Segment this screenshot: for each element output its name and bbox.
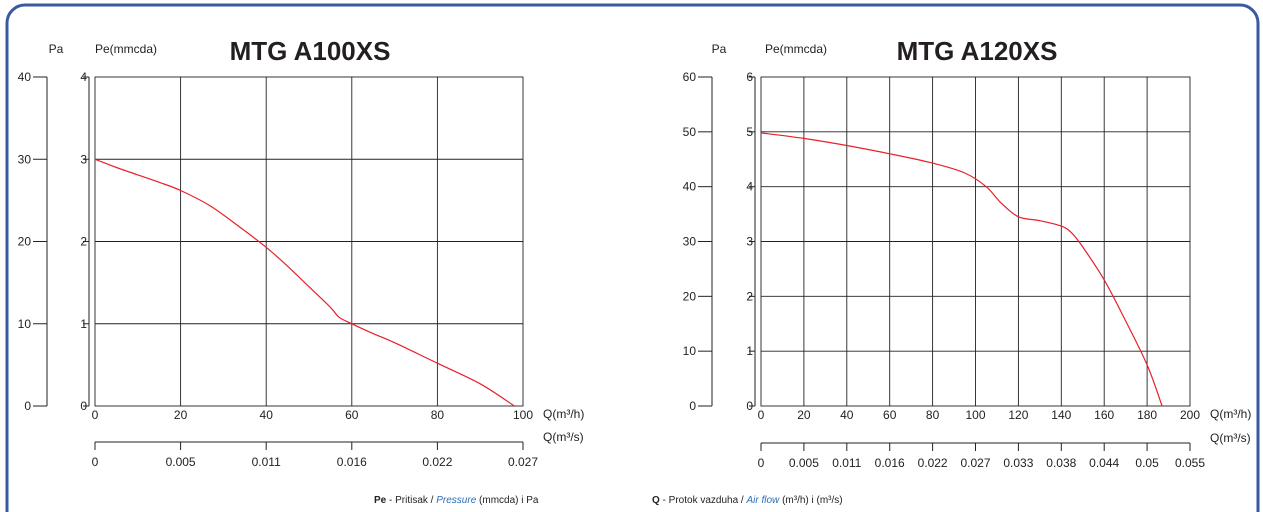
frame-border: [5, 3, 1260, 512]
x2-tick-label: 0.005: [166, 455, 196, 469]
x2-tick-label: 0.055: [1175, 456, 1205, 470]
chart-title: MTG A120XS: [897, 36, 1058, 66]
legend-pe-italic: Pressure: [436, 495, 476, 506]
legend-q-italic: Air flow: [746, 495, 781, 506]
legend-q-key: Q: [652, 495, 660, 506]
x-tick-label: 160: [1094, 408, 1114, 422]
x2-tick-label: 0.033: [1003, 456, 1033, 470]
pa-tick-label: 30: [18, 152, 32, 166]
pe-tick-label: 6: [746, 70, 753, 84]
x2-tick-label: 0.022: [422, 455, 452, 469]
x2-tick-label: 0.027: [508, 455, 538, 469]
legend: Pe - Pritisak / Pressure (mmcda) i Pa Q …: [374, 495, 843, 506]
pa-tick-label: 20: [683, 289, 697, 303]
pe-tick-label: 2: [746, 289, 753, 303]
pe-tick-label: 1: [80, 317, 87, 331]
pa-tick-label: 0: [24, 399, 31, 413]
legend-pe-key: Pe: [374, 495, 387, 506]
pa-tick-label: 60: [683, 70, 697, 84]
x-tick-label: 180: [1137, 408, 1157, 422]
x-tick-label: 100: [513, 408, 533, 422]
pa-tick-label: 40: [18, 70, 32, 84]
x-tick-label: 40: [260, 408, 274, 422]
legend-q-text2: (m³/h) i (m³/s): [779, 495, 842, 506]
x-tick-label: 60: [345, 408, 359, 422]
legend-q-text1: - Protok vazduha /: [660, 495, 747, 506]
x-axis-label: Q(m³/h): [1210, 407, 1251, 421]
pa-tick-label: 10: [683, 344, 697, 358]
x-tick-label: 60: [883, 408, 897, 422]
x-tick-label: 0: [758, 408, 765, 422]
x-tick-label: 80: [926, 408, 940, 422]
pe-tick-label: 5: [746, 125, 753, 139]
x-tick-label: 200: [1180, 408, 1200, 422]
performance-curve: [760, 132, 1163, 407]
performance-curve: [94, 158, 515, 407]
pa-axis-label: Pa: [712, 42, 727, 56]
pa-axis-label: Pa: [49, 42, 64, 56]
x-tick-label: 0: [92, 408, 99, 422]
pe-tick-label: 3: [80, 152, 87, 166]
pe-tick-label: 1: [746, 344, 753, 358]
x2-tick-label: 0: [92, 455, 99, 469]
pa-tick-label: 20: [18, 235, 32, 249]
x2-tick-label: 0.05: [1135, 456, 1159, 470]
x-tick-label: 120: [1008, 408, 1028, 422]
x2-axis-label: Q(m³/s): [1210, 431, 1251, 445]
x2-axis-label: Q(m³/s): [543, 430, 584, 444]
pe-tick-label: 0: [746, 399, 753, 413]
chart-title: MTG A100XS: [230, 36, 391, 66]
x-tick-label: 40: [840, 408, 854, 422]
pe-tick-label: 2: [80, 235, 87, 249]
pa-tick-label: 50: [683, 125, 697, 139]
legend-pressure: Pe - Pritisak / Pressure (mmcda) i Pa: [374, 495, 539, 506]
pa-tick-label: 40: [683, 180, 697, 194]
x-tick-label: 20: [797, 408, 811, 422]
x-axis-label: Q(m³/h): [543, 407, 584, 421]
pe-tick-label: 4: [80, 70, 87, 84]
x2-tick-label: 0.016: [337, 455, 367, 469]
pe-tick-label: 3: [746, 235, 753, 249]
x-tick-label: 20: [174, 408, 188, 422]
x-tick-label: 80: [431, 408, 445, 422]
pe-tick-label: 0: [80, 399, 87, 413]
pa-tick-label: 10: [18, 317, 32, 331]
x2-tick-label: 0.011: [832, 456, 861, 470]
x-tick-label: 140: [1051, 408, 1071, 422]
pa-tick-label: 30: [683, 235, 697, 249]
pe-axis-label: Pe(mmcda): [765, 42, 827, 56]
x2-tick-label: 0.016: [875, 456, 905, 470]
x2-tick-label: 0.022: [918, 456, 948, 470]
pe-tick-label: 4: [746, 180, 753, 194]
x2-tick-label: 0.027: [960, 456, 990, 470]
pa-tick-label: 0: [689, 399, 696, 413]
legend-pe-text2: (mmcda) i Pa: [476, 495, 539, 506]
x2-tick-label: 0.038: [1046, 456, 1076, 470]
x2-tick-label: 0: [758, 456, 765, 470]
legend-pe-text1: - Pritisak /: [386, 495, 436, 506]
legend-airflow: Q - Protok vazduha / Air flow (m³/h) i (…: [652, 495, 843, 506]
x2-tick-label: 0.044: [1089, 456, 1119, 470]
x2-tick-label: 0.011: [252, 455, 281, 469]
pe-axis-label: Pe(mmcda): [95, 42, 157, 56]
x-tick-label: 100: [965, 408, 985, 422]
x2-tick-label: 0.005: [789, 456, 819, 470]
